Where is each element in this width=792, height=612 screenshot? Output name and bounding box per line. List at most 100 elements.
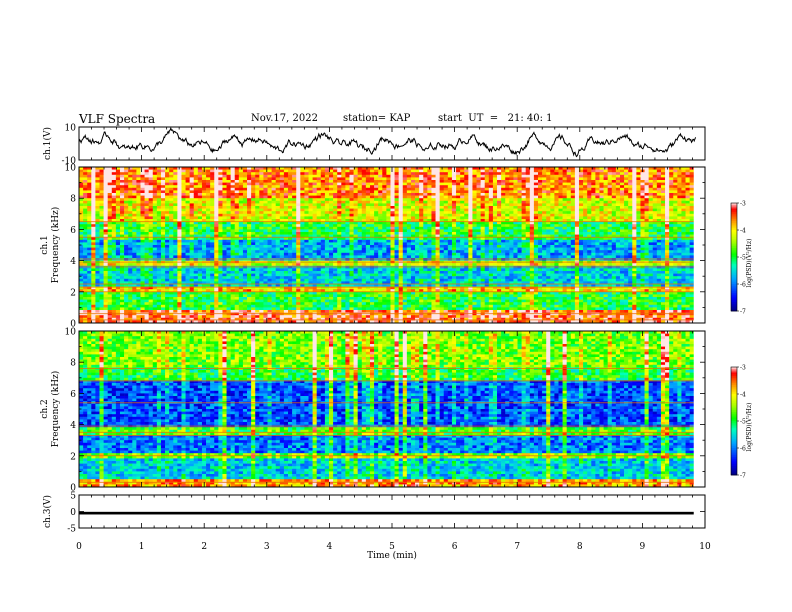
psd-cell: [587, 247, 592, 251]
psd-cell: [251, 172, 256, 176]
psd-cell: [451, 193, 457, 196]
psd-cell: [415, 185, 420, 189]
psd-cell: [538, 234, 543, 238]
psd-cell: [247, 234, 252, 238]
psd-cell: [554, 213, 559, 217]
psd-cell: [300, 245, 305, 248]
psd-cell: [181, 224, 186, 228]
psd-cell: [91, 242, 96, 246]
psd-cell: [451, 213, 457, 217]
psd-cell: [562, 213, 567, 217]
psd-cell: [419, 242, 424, 246]
psd-cell: [394, 198, 399, 202]
psd-cell: [665, 172, 670, 176]
psd-cell: [636, 185, 641, 189]
psd-cell: [484, 187, 490, 191]
psd-cell: [156, 187, 162, 191]
psd-cell: [603, 239, 608, 243]
psd-cell: [562, 208, 567, 212]
psd-cell: [546, 200, 551, 204]
psd-cell: [275, 234, 281, 238]
psd-cell: [288, 250, 293, 254]
psd-cell: [111, 185, 117, 189]
psd-cell: [333, 216, 338, 220]
psd-cell: [402, 234, 408, 238]
psd-cell: [140, 177, 145, 181]
psd-cell: [402, 185, 408, 189]
psd-cell: [247, 221, 252, 225]
psd-cell: [611, 206, 617, 209]
psd-cell: [681, 247, 686, 251]
psd-cell: [132, 198, 137, 202]
psd-cell: [525, 234, 531, 238]
psd-cell: [267, 172, 272, 176]
psd-cell: [83, 234, 88, 238]
psd-cell: [431, 224, 436, 228]
psd-cell: [99, 198, 104, 202]
psd-cell: [665, 242, 670, 246]
psd-cell: [578, 221, 584, 225]
psd-cell: [275, 187, 281, 191]
psd-cell: [312, 180, 317, 183]
psd-cell: [390, 172, 395, 176]
psd-cell: [521, 206, 527, 209]
psd-cell: [234, 245, 240, 248]
psd-cell: [578, 185, 584, 189]
psd-cell: [308, 232, 313, 235]
psd-cell: [423, 203, 428, 207]
psd-cell: [472, 239, 477, 243]
psd-cell: [665, 169, 670, 173]
psd-cell: [656, 172, 662, 176]
psd-cell: [648, 187, 654, 191]
psd-cell: [644, 167, 649, 170]
psd-cell: [115, 219, 121, 222]
psd-cell: [660, 172, 666, 176]
psd-cell: [443, 216, 449, 220]
psd-cell: [312, 229, 317, 233]
psd-cell: [607, 234, 613, 238]
psd-cell: [173, 234, 178, 238]
psd-cell: [533, 198, 539, 202]
psd-cell: [492, 219, 498, 222]
psd-cell: [599, 234, 604, 238]
psd-cell: [357, 234, 363, 238]
psd-cell: [689, 167, 695, 170]
psd-cell: [316, 250, 322, 254]
psd-cell: [255, 247, 260, 251]
psd-cell: [275, 237, 281, 241]
psd-cell: [640, 239, 645, 243]
psd-cell: [312, 167, 317, 170]
psd-cell: [419, 203, 424, 207]
psd-cell: [542, 193, 547, 196]
psd-cell: [124, 190, 129, 194]
psd-cell: [99, 208, 104, 212]
psd-cell: [374, 221, 379, 225]
psd-cell: [107, 229, 113, 233]
psd-cell: [677, 200, 682, 204]
psd-cell: [197, 195, 203, 199]
psd-cell: [136, 177, 141, 181]
psd-cell: [398, 182, 404, 186]
psd-cell: [492, 182, 498, 186]
psd-cell: [99, 195, 104, 199]
psd-cell: [337, 206, 342, 209]
psd-cell: [251, 195, 256, 199]
psd-cell: [550, 185, 555, 189]
psd-cell: [152, 224, 158, 228]
psd-cell: [177, 190, 182, 194]
psd-cell: [583, 250, 588, 254]
psd-cell: [345, 206, 350, 209]
psd-cell: [554, 226, 559, 230]
psd-cell: [324, 208, 330, 212]
psd-cell: [439, 242, 445, 246]
psd-cell: [689, 211, 695, 215]
psd-cell: [386, 190, 391, 194]
psd-cell: [402, 180, 408, 183]
psd-cell: [201, 190, 207, 194]
psd-cell: [185, 182, 190, 186]
psd-cell: [337, 185, 342, 189]
psd-cell: [181, 177, 186, 181]
psd-cell: [111, 242, 117, 246]
psd-cell: [542, 224, 547, 228]
